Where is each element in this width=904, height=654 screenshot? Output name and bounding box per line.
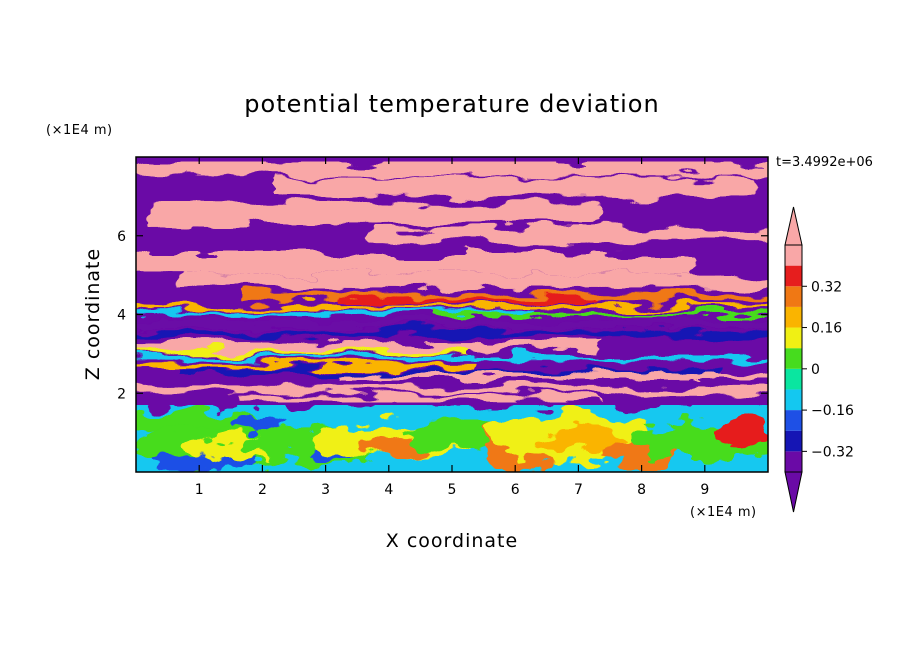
colorbar-tick-label: 0 bbox=[811, 362, 820, 378]
contour-cell bbox=[711, 418, 768, 447]
time-label: t=3.4992e+06 bbox=[776, 155, 873, 170]
x-tick-label: 6 bbox=[511, 482, 520, 498]
contour-cell bbox=[534, 428, 623, 453]
contour-band bbox=[136, 331, 768, 338]
contour-cell bbox=[202, 459, 260, 469]
colorbar-over-arrow bbox=[784, 206, 803, 246]
contour-band bbox=[274, 177, 757, 196]
colorbar-tick-label: 0.16 bbox=[811, 321, 842, 337]
y-tick-label: 2 bbox=[117, 386, 126, 402]
contour-field bbox=[136, 157, 768, 472]
colorbar-tick-label: −0.16 bbox=[811, 403, 854, 419]
x-tick-label: 4 bbox=[384, 482, 393, 498]
contour-band bbox=[136, 310, 536, 315]
contour-band bbox=[337, 372, 768, 379]
colorbar-swatch bbox=[785, 430, 802, 452]
colorbar-swatch bbox=[785, 245, 802, 266]
contour-band bbox=[179, 369, 725, 374]
colorbar-swatch bbox=[785, 348, 802, 369]
contour-band bbox=[242, 293, 768, 301]
colorbar-swatch bbox=[785, 286, 802, 307]
contour-cell bbox=[230, 416, 294, 433]
x-tick-label: 3 bbox=[321, 482, 330, 498]
y-tick-label: 6 bbox=[117, 229, 126, 245]
contour-band bbox=[179, 274, 768, 288]
contour-band bbox=[147, 203, 599, 225]
colorbar-swatch bbox=[785, 306, 802, 328]
contour-cell bbox=[401, 418, 503, 447]
colorbar: 0.32 0.16 0 −0.16 −0.32 bbox=[784, 206, 854, 513]
contour-band bbox=[242, 396, 599, 403]
colorbar-swatch bbox=[785, 451, 802, 472]
chart-title: potential temperature deviation bbox=[244, 90, 659, 118]
contour-band bbox=[432, 312, 768, 317]
y-axis-label: Z coordinate bbox=[82, 248, 104, 380]
contour-band bbox=[337, 298, 599, 304]
x-tick-label: 5 bbox=[448, 482, 457, 498]
x-tick-label: 2 bbox=[258, 482, 267, 498]
contour-band bbox=[136, 349, 472, 355]
contour-band bbox=[136, 304, 768, 309]
x-tick-label: 1 bbox=[195, 482, 204, 498]
y-unit-label: (×1E4 m) bbox=[46, 123, 113, 138]
contour-band bbox=[136, 252, 694, 275]
y-tick-label: 4 bbox=[117, 308, 126, 324]
colorbar-tick-label: −0.32 bbox=[811, 444, 854, 460]
contour-band bbox=[136, 355, 768, 361]
colorbar-swatch bbox=[785, 410, 802, 431]
contour-cell bbox=[148, 454, 212, 467]
x-unit-label: (×1E4 m) bbox=[690, 505, 757, 520]
colorbar-tick-label: 0.32 bbox=[811, 279, 842, 295]
contour-band bbox=[136, 161, 768, 176]
y-axis: 2 4 6 bbox=[117, 229, 768, 402]
contour-band bbox=[136, 385, 768, 394]
colorbar-swatch bbox=[785, 265, 802, 287]
contour-band bbox=[136, 342, 599, 350]
colorbar-under-arrow bbox=[784, 471, 803, 513]
x-tick-label: 8 bbox=[637, 482, 646, 498]
colorbar-swatch bbox=[785, 389, 802, 411]
colorbar-swatch bbox=[785, 327, 802, 349]
contour-cell bbox=[357, 438, 434, 459]
contour-band bbox=[368, 228, 768, 243]
x-axis-label: X coordinate bbox=[386, 530, 518, 552]
contour-band bbox=[136, 320, 768, 329]
x-tick-label: 9 bbox=[700, 482, 709, 498]
colorbar-swatch bbox=[785, 368, 802, 390]
contour-band bbox=[136, 363, 472, 369]
x-tick-label: 7 bbox=[574, 482, 583, 498]
x-axis: 1 2 3 4 5 6 7 8 9 bbox=[195, 157, 709, 498]
